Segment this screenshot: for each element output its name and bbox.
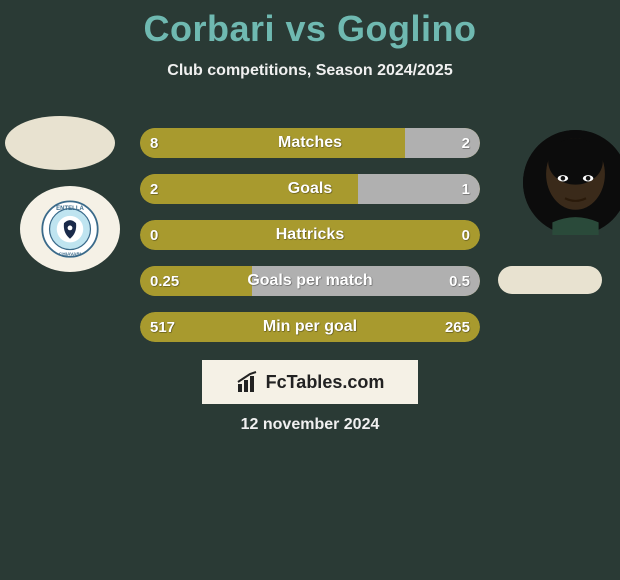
svg-text:ENTELLA: ENTELLA <box>56 206 84 212</box>
bar-chart-icon <box>236 370 260 394</box>
club-crest-icon: ENTELLA CHIAVARI <box>35 199 105 259</box>
stat-right-value: 265 <box>435 312 480 342</box>
stat-label: Hattricks <box>140 220 480 250</box>
stat-row: 517 Min per goal 265 <box>140 312 480 342</box>
player1-avatar <box>5 116 115 170</box>
stat-row: 8 Matches 2 <box>140 128 480 158</box>
player1-club-badge: ENTELLA CHIAVARI <box>20 186 120 272</box>
stat-row: 0.25 Goals per match 0.5 <box>140 266 480 296</box>
stat-right-value: 2 <box>452 128 480 158</box>
stat-label: Matches <box>140 128 480 158</box>
brand-text: FcTables.com <box>266 372 385 393</box>
date-label: 12 november 2024 <box>0 416 620 434</box>
page-title: Corbari vs Goglino <box>0 8 620 50</box>
stats-container: 8 Matches 2 2 Goals 1 0 Hattricks 0 0.25… <box>140 128 480 358</box>
stat-label: Min per goal <box>140 312 480 342</box>
stat-right-value: 1 <box>452 174 480 204</box>
stat-row: 0 Hattricks 0 <box>140 220 480 250</box>
subtitle: Club competitions, Season 2024/2025 <box>0 62 620 80</box>
brand-box[interactable]: FcTables.com <box>202 360 418 404</box>
stat-label: Goals <box>140 174 480 204</box>
stat-label: Goals per match <box>140 266 480 296</box>
face-silhouette-icon <box>523 130 620 235</box>
stat-right-value: 0 <box>452 220 480 250</box>
stat-right-value: 0.5 <box>439 266 480 296</box>
player2-club-badge <box>498 266 602 294</box>
svg-text:CHIAVARI: CHIAVARI <box>59 251 82 257</box>
stat-row: 2 Goals 1 <box>140 174 480 204</box>
player2-avatar <box>523 130 620 235</box>
